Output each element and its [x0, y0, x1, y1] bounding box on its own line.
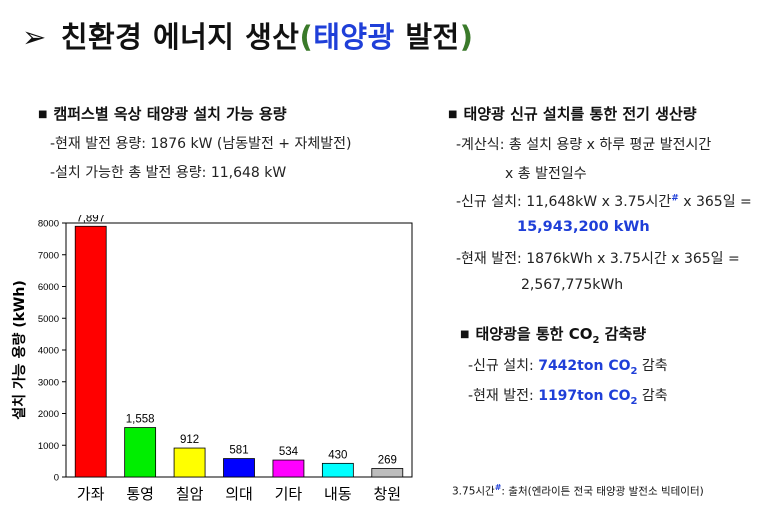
- co2-heading-sub: 2: [592, 335, 600, 346]
- square-bullet-icon: ■: [448, 109, 458, 120]
- current-gen-result: 2,567,775kWh: [521, 277, 624, 293]
- new-install-line: -신규 설치: 11,648kW x 3.75시간# x 365일 =: [456, 191, 752, 211]
- co2-current-line: -현재 발전: 1197ton CO2 감축: [468, 385, 668, 407]
- square-bullet-icon: ■: [38, 109, 48, 120]
- x-category-label: 통영: [126, 485, 154, 503]
- bar-value-label: 1,558: [126, 414, 155, 426]
- y-tick-label: 7000: [38, 250, 59, 261]
- source-note-a: 3.75시간: [452, 485, 495, 498]
- source-note: 3.75시간#: 출처(엔라이튼 전국 태양광 발전소 빅테이터): [452, 483, 704, 499]
- x-category-label: 내동: [324, 485, 352, 503]
- y-tick-label: 8000: [38, 219, 59, 230]
- left-heading: ■ 캠퍼스별 옥상 태양광 설치 가능 용량: [38, 103, 287, 124]
- co2-new-prefix: -신규 설치:: [468, 358, 539, 374]
- bar-칠암: [173, 447, 206, 478]
- title-main: 친환경 에너지 생산: [60, 20, 300, 54]
- new-install-result: 15,943,200 kWh: [517, 219, 650, 235]
- bar-chart: 0 1000 2000 3000 4000 5000 6000 7000 8000 설치 가능 용…: [12, 215, 413, 503]
- y-tick-label: 3000: [38, 377, 59, 388]
- bar-value-label: 534: [279, 446, 299, 458]
- right-heading-text: 태양광 신규 설치를 통한 전기 생산량: [463, 105, 697, 123]
- bar-기타: [272, 459, 305, 478]
- right-heading: ■ 태양광 신규 설치를 통한 전기 생산량: [448, 103, 697, 124]
- co2-heading-a: 태양광을 통한 CO: [475, 325, 593, 343]
- co2-cur-suffix: 감축: [637, 388, 668, 404]
- bar-value-label: 269: [378, 454, 397, 466]
- bar-창원: [371, 468, 404, 478]
- x-category-label: 가좌: [77, 485, 105, 503]
- y-tick-label: 5000: [38, 314, 59, 325]
- co2-heading: ■ 태양광을 통한 CO2 감축량: [460, 323, 646, 346]
- x-category-label: 의대: [225, 485, 253, 503]
- title-highlight: 태양광: [313, 20, 395, 54]
- bar-의대: [223, 458, 255, 478]
- x-category-label: 기타: [275, 485, 303, 503]
- title-paren-open: (: [299, 20, 314, 54]
- calc-formula-line2: x 총 발전일수: [505, 166, 587, 182]
- plot-frame: [65, 222, 413, 478]
- bar-통영: [124, 427, 157, 478]
- title-paren-close: ): [459, 20, 474, 54]
- calc-formula-line1: -계산식: 총 설치 용량 x 하루 평균 발전시간: [456, 137, 712, 153]
- x-category-label: 창원: [373, 485, 401, 503]
- co2-new-sub: 2: [630, 365, 638, 377]
- y-tick-label: 1000: [38, 441, 59, 452]
- left-heading-text: 캠퍼스별 옥상 태양광 설치 가능 용량: [53, 105, 287, 123]
- co2-new-suffix: 감축: [637, 358, 668, 374]
- new-install-prefix: -신규 설치: 11,648kW x 3.75시간: [456, 194, 672, 210]
- x-category-label: 칠암: [176, 485, 204, 503]
- co2-heading-b: 감축량: [599, 325, 647, 343]
- left-line-total: -설치 가능한 총 발전 용량: 11,648 kW: [50, 165, 287, 181]
- bar-value-label: 912: [180, 434, 199, 446]
- arrow-bullet-icon: ➢: [22, 20, 47, 54]
- y-tick-label: 0: [54, 473, 59, 484]
- title-rest: 발전: [394, 20, 460, 54]
- source-note-b: : 출처(엔라이튼 전국 태양광 발전소 빅테이터): [501, 485, 704, 498]
- bar-value-label: 7,897: [76, 215, 105, 224]
- current-gen-line: -현재 발전: 1876kWh x 3.75시간 x 365일 =: [456, 251, 740, 267]
- bar-가좌: [74, 225, 107, 478]
- co2-cur-sub: 2: [630, 395, 638, 407]
- y-tick-label: 4000: [38, 346, 59, 357]
- co2-cur-value: 1197ton CO: [538, 388, 631, 404]
- left-line-current: -현재 발전 용량: 1876 kW (남동발전 + 자체발전): [50, 136, 352, 152]
- bar-내동: [321, 462, 354, 478]
- co2-cur-prefix: -현재 발전:: [468, 388, 539, 404]
- co2-new-value: 7442ton CO: [538, 358, 631, 374]
- source-hash: #: [494, 483, 502, 492]
- page-title: ➢ 친환경 에너지 생산(태양광 발전): [22, 14, 474, 56]
- co2-new-line: -신규 설치: 7442ton CO2 감축: [468, 355, 668, 377]
- y-tick-label: 6000: [38, 282, 59, 293]
- square-bullet-icon: ■: [460, 329, 470, 340]
- new-install-suffix: x 365일 =: [678, 194, 752, 210]
- y-axis-label: 설치 가능 용량 (kWh): [12, 280, 28, 419]
- y-tick-label: 2000: [38, 409, 59, 420]
- bar-value-label: 581: [229, 445, 248, 457]
- hash-mark: #: [671, 193, 679, 204]
- bar-value-label: 430: [328, 449, 347, 461]
